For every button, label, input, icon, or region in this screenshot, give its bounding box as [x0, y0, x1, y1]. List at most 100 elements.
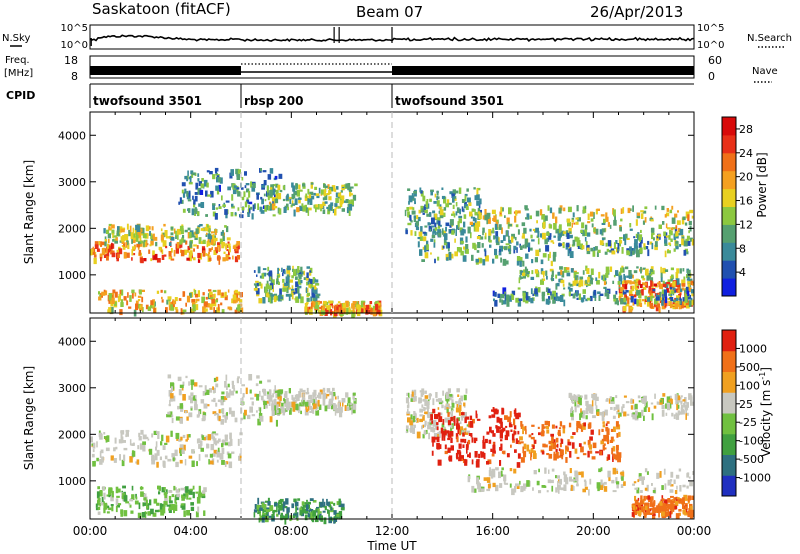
heatmap-cell	[436, 436, 440, 442]
heatmap-cell	[477, 207, 480, 214]
heatmap-cell	[673, 248, 676, 252]
heatmap-cell	[676, 404, 679, 411]
heatmap-cell	[424, 399, 428, 406]
heatmap-cell	[226, 385, 228, 390]
heatmap-cell	[259, 407, 262, 414]
heatmap-cell	[417, 237, 421, 240]
heatmap-cell	[419, 187, 422, 193]
heatmap-cell	[427, 421, 430, 428]
heatmap-cell	[584, 394, 588, 400]
heatmap-cell	[623, 297, 627, 303]
heatmap-cell	[664, 239, 668, 244]
heatmap-cell	[116, 250, 119, 257]
heatmap-cell	[214, 213, 218, 220]
heatmap-cell	[450, 437, 453, 443]
heatmap-cell	[667, 511, 671, 516]
heatmap-cell	[260, 196, 263, 200]
heatmap-cell	[675, 278, 680, 286]
heatmap-cell	[576, 456, 580, 460]
heatmap-cell	[447, 447, 451, 453]
heatmap-cell	[209, 303, 213, 310]
heatmap-cell	[224, 291, 227, 297]
heatmap-cell	[690, 280, 694, 286]
heatmap-cell	[678, 500, 682, 504]
heatmap-cell	[168, 490, 173, 493]
heatmap-cell	[298, 279, 302, 285]
heatmap-cell	[640, 490, 643, 493]
heatmap-cell	[293, 498, 297, 502]
heatmap-cell	[218, 415, 221, 422]
heatmap-cell	[410, 220, 413, 223]
heatmap-cell	[476, 200, 480, 206]
heatmap-cell	[250, 181, 253, 188]
heatmap-cell	[612, 439, 615, 442]
heatmap-cell	[271, 296, 273, 304]
heatmap-cell	[205, 214, 208, 217]
heatmap-cell	[161, 296, 163, 300]
heatmap-cell	[274, 502, 278, 507]
heatmap-cell	[444, 450, 448, 455]
heatmap-cell	[156, 449, 160, 456]
heatmap-cell	[424, 390, 427, 394]
heatmap-cell	[202, 415, 206, 421]
heatmap-cell	[315, 301, 318, 307]
heatmap-cell	[119, 454, 121, 461]
heatmap-cell	[362, 300, 366, 304]
heatmap-cell	[183, 239, 186, 243]
heatmap-cell	[587, 404, 592, 412]
heatmap-cell	[504, 215, 506, 218]
heatmap-cell	[452, 196, 455, 203]
heatmap-cell	[657, 282, 661, 285]
heatmap-cell	[524, 208, 529, 211]
heatmap-cell	[687, 510, 691, 518]
heatmap-cell	[154, 509, 159, 513]
heatmap-cell	[644, 300, 646, 305]
heatmap-cell	[479, 198, 482, 205]
heatmap-cell	[612, 446, 616, 452]
heatmap-cell	[307, 280, 310, 285]
heatmap-cell	[565, 449, 567, 455]
heatmap-cell	[432, 427, 436, 433]
heatmap-cell	[327, 305, 331, 310]
heatmap-cell	[285, 498, 289, 505]
heatmap-cell	[670, 471, 674, 478]
heatmap-cell	[450, 413, 453, 417]
heatmap-cell	[245, 387, 248, 395]
heatmap-cell	[171, 504, 175, 511]
heatmap-cell	[486, 461, 490, 465]
heatmap-cell	[274, 198, 279, 204]
heatmap-cell	[463, 412, 467, 418]
heatmap-cell	[644, 468, 648, 473]
heatmap-cell	[596, 411, 600, 416]
heatmap-cell	[202, 239, 206, 244]
heatmap-cell	[491, 414, 496, 418]
heatmap-cell	[200, 183, 204, 188]
heatmap-cell	[488, 439, 492, 444]
heatmap-cell	[560, 487, 565, 491]
heatmap-cell	[190, 379, 195, 386]
heatmap-cell	[692, 283, 694, 286]
heatmap-cell	[241, 396, 244, 401]
heatmap-cell	[265, 509, 270, 513]
heatmap-cell	[123, 242, 126, 249]
heatmap-cell	[278, 173, 283, 179]
heatmap-cell	[553, 224, 556, 228]
heatmap-cell	[186, 257, 190, 261]
heatmap-cell	[667, 479, 671, 482]
heatmap-cell	[451, 402, 455, 408]
heatmap-cell	[458, 443, 462, 449]
heatmap-cell	[502, 258, 507, 266]
heatmap-cell	[376, 309, 381, 315]
heatmap-cell	[153, 236, 158, 241]
heatmap-cell	[436, 442, 440, 450]
heatmap-cell	[555, 283, 558, 290]
heatmap-cell	[499, 460, 502, 466]
heatmap-cell	[555, 444, 559, 448]
heatmap-cell	[523, 227, 527, 234]
heatmap-cell	[421, 425, 423, 430]
heatmap-cell	[640, 284, 643, 288]
heatmap-cell	[266, 292, 270, 298]
heatmap-cell	[642, 509, 645, 514]
heatmap-cell	[541, 214, 545, 220]
heatmap-cell	[315, 410, 320, 416]
